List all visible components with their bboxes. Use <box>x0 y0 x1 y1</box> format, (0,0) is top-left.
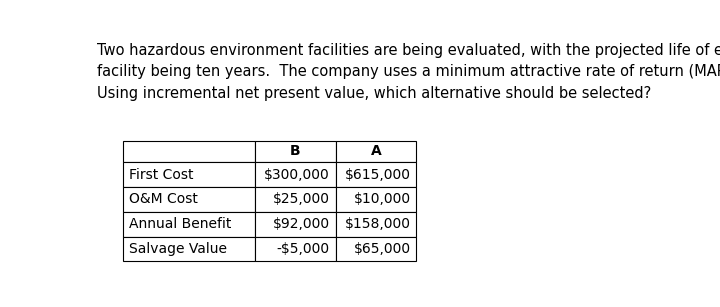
Text: O&M Cost: O&M Cost <box>129 192 198 206</box>
Bar <box>255 187 336 212</box>
Text: Salvage Value: Salvage Value <box>129 242 227 256</box>
Text: B: B <box>289 145 300 158</box>
Bar <box>336 162 416 187</box>
Text: -$5,000: -$5,000 <box>276 242 330 256</box>
Bar <box>124 237 255 261</box>
Text: Two hazardous environment facilities are being evaluated, with the projected lif: Two hazardous environment facilities are… <box>97 43 720 101</box>
Bar <box>124 212 255 237</box>
Bar <box>124 141 255 162</box>
Bar <box>255 212 336 237</box>
Bar <box>336 212 416 237</box>
Text: $10,000: $10,000 <box>354 192 411 206</box>
Bar <box>336 141 416 162</box>
Bar <box>336 187 416 212</box>
Text: $92,000: $92,000 <box>273 217 330 231</box>
Text: First Cost: First Cost <box>129 168 194 181</box>
Text: $615,000: $615,000 <box>345 168 411 181</box>
Bar <box>124 187 255 212</box>
Bar <box>255 162 336 187</box>
Text: $25,000: $25,000 <box>273 192 330 206</box>
Text: $300,000: $300,000 <box>264 168 330 181</box>
Bar <box>255 141 336 162</box>
Text: A: A <box>371 145 382 158</box>
Text: Annual Benefit: Annual Benefit <box>129 217 231 231</box>
Text: $158,000: $158,000 <box>345 217 411 231</box>
Bar <box>336 237 416 261</box>
Text: $65,000: $65,000 <box>354 242 411 256</box>
Bar <box>255 237 336 261</box>
Bar <box>124 162 255 187</box>
